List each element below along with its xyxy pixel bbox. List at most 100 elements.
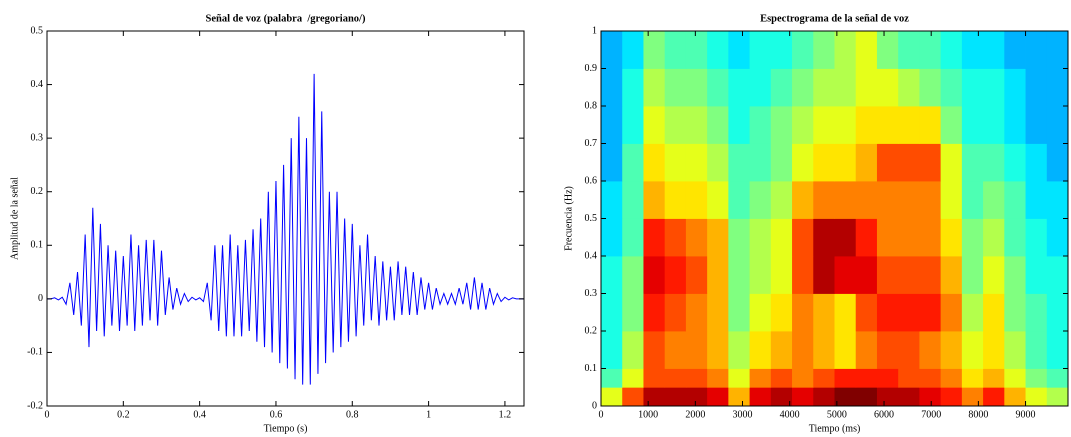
y-tick-label: 0 [38,293,43,304]
heatmap-cell [622,31,644,69]
heatmap-cell [834,293,857,332]
heatmap-cell [961,331,984,369]
heatmap-cell [1004,181,1026,219]
heatmap-cell [898,256,920,294]
heatmap-cell [664,218,687,257]
heatmap-cell [961,181,984,219]
heatmap-cell [749,31,772,69]
y-tick-label: 0.5 [585,213,598,224]
heatmap-cell [728,31,750,69]
heatmap-cell [813,293,835,332]
y-tick-label: 0.9 [585,63,598,74]
heatmap-cell [961,218,984,257]
heatmap-cell [1025,31,1048,69]
chart-title: Espectrograma de la señal de voz [760,13,909,24]
heatmap-cell [749,181,772,219]
heatmap-cell [919,368,942,388]
heatmap-cell [813,181,835,219]
heatmap-cell [707,218,729,257]
y-tick-label: 0.6 [585,175,598,186]
heatmap-cell [792,293,814,332]
heatmap-cell [961,256,984,294]
y-tick-label: -0.2 [27,400,43,411]
y-tick-label: 0.2 [31,186,44,197]
heatmap-cell [622,143,644,182]
heatmap-cell [898,143,920,182]
heatmap-cell [1025,256,1048,294]
heatmap-cell [855,368,878,388]
heatmap-cell [601,106,623,144]
heatmap-cell [898,387,920,407]
heatmap-cell [770,293,793,332]
heatmap-cell [834,181,857,219]
heatmap-cell [643,218,666,257]
heatmap-cell [1025,181,1048,219]
heatmap-cell [1004,293,1026,332]
heatmap-cell [728,218,750,257]
heatmap-cell [940,331,963,369]
heatmap-cell [770,256,793,294]
heatmap-cell [898,218,920,257]
y-tick-label: 1 [592,25,597,36]
chart-title: Señal de voz (palabra /gregoriano/) [206,13,366,24]
heatmap-cell [792,106,814,144]
heatmap-cell [1025,331,1048,369]
heatmap-cell [983,331,1005,369]
heatmap-cell [685,368,708,388]
heatmap-cell [855,218,878,257]
heatmap-cell [855,387,878,407]
y-tick-label: 0.3 [585,288,598,299]
heatmap-cell [664,387,687,407]
x-tick-label: 0 [599,409,604,420]
heatmap-cell [961,106,984,144]
heatmap-cell [643,387,666,407]
heatmap-cell [1004,68,1026,107]
heatmap-cell [876,31,899,69]
heatmap-cell [855,68,878,107]
x-tick-label: 7000 [921,409,941,420]
heatmap-cell [813,68,835,107]
heatmap-cell [749,331,772,369]
heatmap-cell [898,181,920,219]
heatmap-cell [622,368,644,388]
heatmap-cell [749,387,772,407]
heatmap-cell [685,106,708,144]
heatmap-cell [1046,181,1069,219]
heatmap-cell [1046,143,1069,182]
heatmap-cell [685,293,708,332]
heatmap-cell [1004,31,1026,69]
y-tick-label: 0.1 [585,363,598,374]
heatmap-cell [792,143,814,182]
heatmap-cell [983,31,1005,69]
heatmap-cell [983,106,1005,144]
heatmap-cell [940,181,963,219]
heatmap-cell [707,368,729,388]
heatmap-cell [770,181,793,219]
heatmap-cell [728,293,750,332]
heatmap-cell [876,387,899,407]
heatmap-cell [1004,106,1026,144]
heatmap-cell [983,293,1005,332]
heatmap-cell [834,331,857,369]
heatmap-cell [664,256,687,294]
y-tick-label: 0.7 [585,138,598,149]
heatmap-cell [1025,293,1048,332]
heatmap-cell [664,368,687,388]
heatmap-cell [707,68,729,107]
heatmap-cell [834,143,857,182]
heatmap-cell [601,368,623,388]
heatmap-cell [855,181,878,219]
heatmap-cell [940,31,963,69]
heatmap-cell [601,31,623,69]
heatmap-cell [855,293,878,332]
heatmap-cell [792,68,814,107]
heatmap-cell [707,143,729,182]
heatmap-cell [876,68,899,107]
heatmap-cell [622,256,644,294]
y-tick-label: 0.4 [31,79,44,90]
heatmap-cell [622,331,644,369]
heatmap-cell [919,218,942,257]
heatmap-cell [898,31,920,69]
heatmap-cell [643,143,666,182]
